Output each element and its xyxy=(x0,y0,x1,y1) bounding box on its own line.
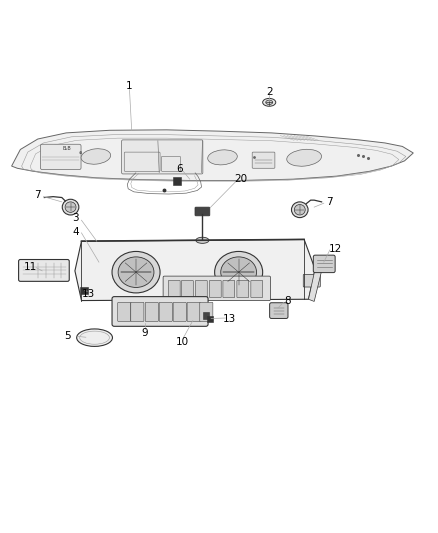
Ellipse shape xyxy=(62,199,79,215)
Text: 13: 13 xyxy=(223,314,236,324)
Text: 3: 3 xyxy=(72,214,79,223)
FancyBboxPatch shape xyxy=(168,280,180,297)
Ellipse shape xyxy=(263,99,276,106)
Text: 13: 13 xyxy=(82,288,95,298)
FancyBboxPatch shape xyxy=(209,280,221,297)
FancyBboxPatch shape xyxy=(303,274,320,287)
Polygon shape xyxy=(75,239,315,301)
FancyBboxPatch shape xyxy=(80,287,88,294)
FancyBboxPatch shape xyxy=(173,302,186,321)
FancyBboxPatch shape xyxy=(237,280,249,297)
FancyBboxPatch shape xyxy=(181,280,193,297)
Ellipse shape xyxy=(65,202,76,212)
Text: 7: 7 xyxy=(326,197,333,207)
Polygon shape xyxy=(12,130,413,181)
Text: 4: 4 xyxy=(72,227,79,237)
FancyBboxPatch shape xyxy=(251,280,263,297)
Ellipse shape xyxy=(77,329,113,346)
FancyBboxPatch shape xyxy=(112,297,208,326)
Ellipse shape xyxy=(221,257,257,287)
FancyBboxPatch shape xyxy=(145,302,158,321)
Ellipse shape xyxy=(266,100,273,104)
FancyBboxPatch shape xyxy=(40,144,81,169)
Text: 12: 12 xyxy=(328,244,342,254)
Polygon shape xyxy=(308,269,321,302)
FancyBboxPatch shape xyxy=(195,280,207,297)
FancyBboxPatch shape xyxy=(122,140,203,174)
Ellipse shape xyxy=(81,149,111,164)
Ellipse shape xyxy=(196,237,209,244)
Text: 1: 1 xyxy=(126,81,133,91)
Ellipse shape xyxy=(208,150,237,165)
FancyBboxPatch shape xyxy=(131,302,144,321)
FancyBboxPatch shape xyxy=(313,255,335,272)
Text: 7: 7 xyxy=(35,190,41,200)
FancyBboxPatch shape xyxy=(200,302,213,321)
Text: ⊕: ⊕ xyxy=(78,151,82,156)
Ellipse shape xyxy=(287,149,321,166)
FancyBboxPatch shape xyxy=(207,316,213,322)
Text: 20: 20 xyxy=(234,174,247,184)
Ellipse shape xyxy=(118,257,154,287)
FancyBboxPatch shape xyxy=(18,260,69,281)
Ellipse shape xyxy=(215,252,263,293)
FancyBboxPatch shape xyxy=(159,302,172,321)
FancyBboxPatch shape xyxy=(270,303,288,318)
Text: 5: 5 xyxy=(64,332,71,341)
FancyBboxPatch shape xyxy=(203,312,209,319)
Text: BᵤB: BᵤB xyxy=(63,146,71,151)
Ellipse shape xyxy=(112,252,160,293)
Ellipse shape xyxy=(294,205,305,215)
Text: 6: 6 xyxy=(177,164,183,174)
Text: 10: 10 xyxy=(175,337,188,346)
FancyBboxPatch shape xyxy=(223,280,235,297)
FancyBboxPatch shape xyxy=(163,276,271,301)
FancyBboxPatch shape xyxy=(187,302,200,321)
Text: 8: 8 xyxy=(284,296,290,305)
FancyBboxPatch shape xyxy=(252,152,275,168)
Text: 2: 2 xyxy=(266,87,272,97)
Ellipse shape xyxy=(291,202,308,217)
FancyBboxPatch shape xyxy=(118,302,131,321)
FancyBboxPatch shape xyxy=(195,207,210,216)
Text: 11: 11 xyxy=(24,262,37,271)
FancyBboxPatch shape xyxy=(173,177,180,185)
Text: 9: 9 xyxy=(141,328,148,338)
